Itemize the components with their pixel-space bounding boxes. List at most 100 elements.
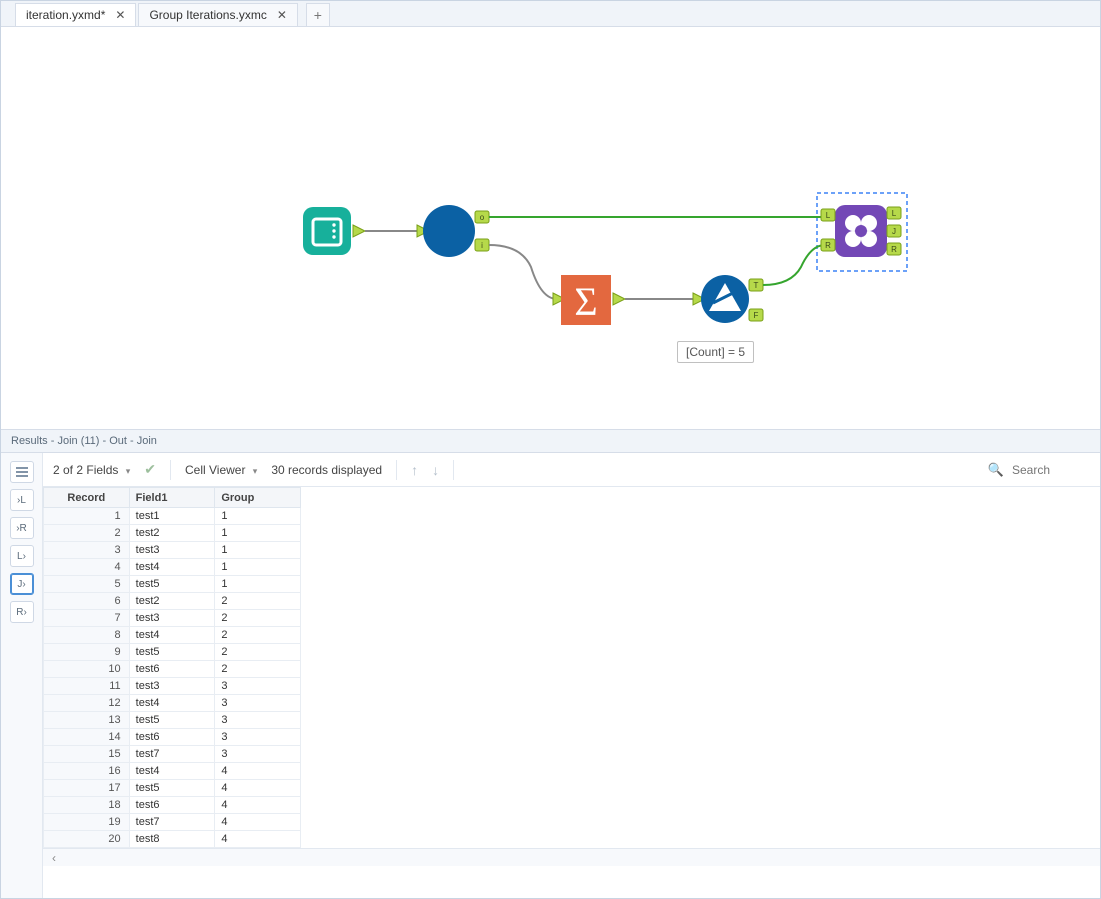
table-row[interactable]: 12test43: [44, 695, 301, 712]
table-row[interactable]: 6test22: [44, 593, 301, 610]
cell-group: 4: [215, 797, 301, 814]
cell-group: 2: [215, 644, 301, 661]
table-row[interactable]: 4test41: [44, 559, 301, 576]
cell-group: 3: [215, 678, 301, 695]
column-header-field1[interactable]: Field1: [129, 488, 215, 508]
table-row[interactable]: 8test42: [44, 627, 301, 644]
table-row[interactable]: 14test63: [44, 729, 301, 746]
search-box[interactable]: 🔍: [988, 462, 1090, 478]
anchor-i[interactable]: i: [475, 239, 489, 251]
scroll-left-icon[interactable]: ‹: [47, 851, 61, 865]
close-icon[interactable]: ✕: [277, 9, 287, 21]
cell-record: 1: [44, 508, 130, 525]
summarize-tool[interactable]: Σ: [561, 275, 611, 325]
rail-button-r-out[interactable]: R›: [10, 601, 34, 623]
table-row[interactable]: 7test32: [44, 610, 301, 627]
anchor-r-in[interactable]: R: [821, 239, 835, 251]
anchor-out[interactable]: [353, 225, 365, 237]
cell-field1: test6: [129, 729, 215, 746]
table-row[interactable]: 16test44: [44, 763, 301, 780]
cell-record: 13: [44, 712, 130, 729]
cell-group: 2: [215, 593, 301, 610]
rail-button-j-out[interactable]: J›: [10, 573, 34, 595]
anchor-r-out[interactable]: R: [887, 243, 901, 255]
arrow-down-icon[interactable]: ↓: [432, 462, 439, 478]
svg-text:F: F: [754, 311, 759, 320]
cell-field1: test5: [129, 576, 215, 593]
table-row[interactable]: 20test84: [44, 831, 301, 848]
table-row[interactable]: 2test21: [44, 525, 301, 542]
svg-text:R: R: [891, 245, 897, 254]
table-header-row: Record Field1 Group: [44, 488, 301, 508]
close-icon[interactable]: ✕: [115, 9, 125, 21]
check-icon[interactable]: ✔: [144, 461, 156, 478]
svg-text:Σ: Σ: [574, 279, 597, 324]
rail-button-r[interactable]: ›R: [10, 517, 34, 539]
cell-field1: test2: [129, 525, 215, 542]
table-row[interactable]: 9test52: [44, 644, 301, 661]
join-tool[interactable]: [835, 205, 887, 257]
results-panel-title: Results - Join (11) - Out - Join: [1, 429, 1100, 453]
cell-record: 11: [44, 678, 130, 695]
table-row[interactable]: 10test62: [44, 661, 301, 678]
rail-button-l-out[interactable]: L›: [10, 545, 34, 567]
table-row[interactable]: 5test51: [44, 576, 301, 593]
workflow-tab-1[interactable]: iteration.yxmd* ✕: [15, 3, 136, 26]
cell-viewer-dropdown[interactable]: Cell Viewer ▾: [185, 463, 257, 477]
anchor-true[interactable]: T: [749, 279, 763, 291]
horizontal-scrollbar[interactable]: ‹: [43, 848, 1100, 866]
filter-tool[interactable]: [701, 275, 749, 323]
app-window: iteration.yxmd* ✕ Group Iterations.yxmc …: [0, 0, 1101, 899]
anchor-j-out[interactable]: J: [887, 225, 901, 237]
filter-expression-label: [Count] = 5: [677, 341, 754, 363]
rail-button-menu[interactable]: [10, 461, 34, 483]
rail-button-l[interactable]: ›L: [10, 489, 34, 511]
table-row[interactable]: 15test73: [44, 746, 301, 763]
anchor-l-out[interactable]: L: [887, 207, 901, 219]
cell-record: 20: [44, 831, 130, 848]
table-row[interactable]: 18test64: [44, 797, 301, 814]
cell-record: 16: [44, 763, 130, 780]
table-row[interactable]: 13test53: [44, 712, 301, 729]
svg-text:o: o: [480, 213, 485, 222]
select-tool[interactable]: [423, 205, 475, 257]
column-header-record[interactable]: Record: [44, 488, 130, 508]
column-header-group[interactable]: Group: [215, 488, 301, 508]
workflow-canvas[interactable]: o i Σ: [1, 27, 1100, 429]
separator: [453, 460, 454, 480]
table-row[interactable]: 1test11: [44, 508, 301, 525]
arrow-up-icon[interactable]: ↑: [411, 462, 418, 478]
cell-group: 3: [215, 729, 301, 746]
cell-field1: test5: [129, 712, 215, 729]
anchor-out[interactable]: [613, 293, 625, 305]
cell-group: 4: [215, 814, 301, 831]
table-row[interactable]: 3test31: [44, 542, 301, 559]
cell-field1: test3: [129, 542, 215, 559]
results-panel: ›L ›R L› J› R› 2 of 2 Fields ▾ ✔ Cell Vi…: [1, 453, 1100, 898]
table-row[interactable]: 17test54: [44, 780, 301, 797]
cell-viewer-label: Cell Viewer: [185, 463, 245, 477]
macro-input-tool[interactable]: [303, 207, 351, 255]
cell-field1: test3: [129, 610, 215, 627]
cell-field1: test4: [129, 695, 215, 712]
table-row[interactable]: 19test74: [44, 814, 301, 831]
add-tab-button[interactable]: +: [306, 3, 330, 26]
canvas-svg: o i Σ: [1, 27, 1100, 429]
workflow-tab-2[interactable]: Group Iterations.yxmc ✕: [138, 3, 297, 26]
anchor-false[interactable]: F: [749, 309, 763, 321]
search-input[interactable]: [1010, 462, 1090, 478]
cell-record: 18: [44, 797, 130, 814]
table-row[interactable]: 11test33: [44, 678, 301, 695]
cell-field1: test2: [129, 593, 215, 610]
cell-field1: test6: [129, 797, 215, 814]
results-table: Record Field1 Group 1test112test213test3…: [43, 487, 301, 848]
svg-text:i: i: [481, 241, 483, 250]
results-grid-wrap: Record Field1 Group 1test112test213test3…: [43, 487, 1100, 898]
fields-summary: 2 of 2 Fields: [53, 463, 118, 477]
anchor-o[interactable]: o: [475, 211, 489, 223]
cell-group: 2: [215, 610, 301, 627]
cell-field1: test7: [129, 746, 215, 763]
anchor-l-in[interactable]: L: [821, 209, 835, 221]
fields-dropdown[interactable]: 2 of 2 Fields ▾: [53, 463, 130, 477]
separator: [170, 460, 171, 480]
